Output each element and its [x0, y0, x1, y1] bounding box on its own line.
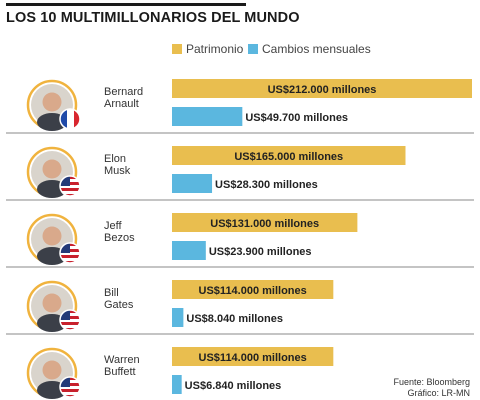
bar-cambios — [172, 308, 184, 327]
flag-stripe — [60, 191, 80, 194]
bar-cambios — [172, 174, 213, 193]
flag-border — [59, 175, 81, 197]
flag-stripe-blue — [60, 109, 67, 129]
flag-stripe — [60, 325, 80, 328]
flag-stripe-red — [74, 109, 80, 129]
avatar-head — [42, 159, 62, 179]
flag-stripe — [60, 322, 80, 325]
flag-border — [59, 376, 81, 398]
credit-text: Gráfico: LR-MN — [407, 388, 470, 398]
data-label-patrimonio: US$165.000 millones — [234, 151, 343, 163]
data-label-cambios: US$23.900 millones — [209, 246, 312, 258]
category-label: Warren — [104, 354, 140, 366]
source-text: Fuente: Bloomberg — [393, 377, 470, 387]
legend-label-cambios: Cambios mensuales — [262, 42, 371, 56]
legend-swatch-patrimonio — [172, 44, 182, 54]
legend-item-cambios: Cambios mensuales — [248, 42, 371, 56]
legend-item-patrimonio: Patrimonio — [172, 42, 243, 56]
legend-label-patrimonio: Patrimonio — [186, 42, 244, 56]
flag-border — [59, 242, 81, 264]
flag-usa-icon — [60, 377, 80, 397]
flag-canton — [60, 310, 70, 320]
data-label-patrimonio: US$114.000 millones — [199, 285, 307, 297]
category-label: Arnault — [104, 98, 139, 110]
category-label: Bill — [104, 287, 119, 299]
category-label: Bernard — [104, 86, 143, 98]
bar-cambios — [172, 107, 243, 126]
flag-usa-icon — [60, 310, 80, 330]
flag-border — [59, 108, 81, 130]
bar-patrimonio — [172, 146, 406, 165]
bar-patrimonio — [172, 79, 472, 98]
bar-patrimonio — [172, 213, 358, 232]
flag-canton — [60, 176, 70, 186]
data-label-cambios: US$28.300 millones — [215, 179, 318, 191]
bar-cambios — [172, 241, 206, 260]
legend-swatch-cambios — [248, 44, 258, 54]
flag-stripe — [60, 188, 80, 191]
flag-stripe — [60, 185, 80, 188]
category-label: Buffett — [104, 366, 136, 378]
chart-title: LOS 10 MULTIMILLONARIOS DEL MUNDO — [6, 10, 300, 26]
flag-border — [59, 309, 81, 331]
category-label: Jeff — [104, 220, 122, 232]
data-label-cambios: US$6.840 millones — [185, 380, 282, 392]
flag-stripe — [60, 194, 80, 196]
flag-stripe — [60, 395, 80, 397]
flag-canton — [60, 243, 70, 253]
avatar-head — [42, 92, 62, 112]
flag-stripe — [60, 252, 80, 255]
flag-usa-icon — [60, 243, 80, 263]
flag-stripe — [60, 255, 80, 258]
flag-france-icon — [60, 109, 80, 129]
flag-stripe — [60, 258, 80, 261]
bar-patrimonio — [172, 347, 334, 366]
data-label-cambios: US$8.040 millones — [186, 313, 283, 325]
flag-stripe — [60, 386, 80, 389]
category-label: Gates — [104, 299, 134, 311]
category-label: Elon — [104, 153, 126, 165]
data-label-patrimonio: US$212.000 millones — [268, 84, 377, 96]
data-label-patrimonio: US$131.000 millones — [210, 218, 319, 230]
data-label-cambios: US$49.700 millones — [245, 112, 348, 124]
flag-stripe — [60, 392, 80, 395]
avatar-head — [42, 293, 62, 313]
flag-stripe — [60, 261, 80, 263]
bar-patrimonio — [172, 280, 334, 299]
flag-stripe-white — [67, 109, 74, 129]
flag-canton — [60, 377, 70, 387]
flag-stripe — [60, 328, 80, 330]
data-label-patrimonio: US$114.000 millones — [199, 352, 307, 364]
title-rule — [6, 3, 246, 6]
category-label: Musk — [104, 165, 131, 177]
flag-stripe — [60, 389, 80, 392]
category-label: Bezos — [104, 232, 135, 244]
bar-cambios — [172, 375, 182, 394]
avatar-head — [42, 226, 62, 246]
avatar-head — [42, 360, 62, 380]
flag-usa-icon — [60, 176, 80, 196]
flag-stripe — [60, 319, 80, 322]
